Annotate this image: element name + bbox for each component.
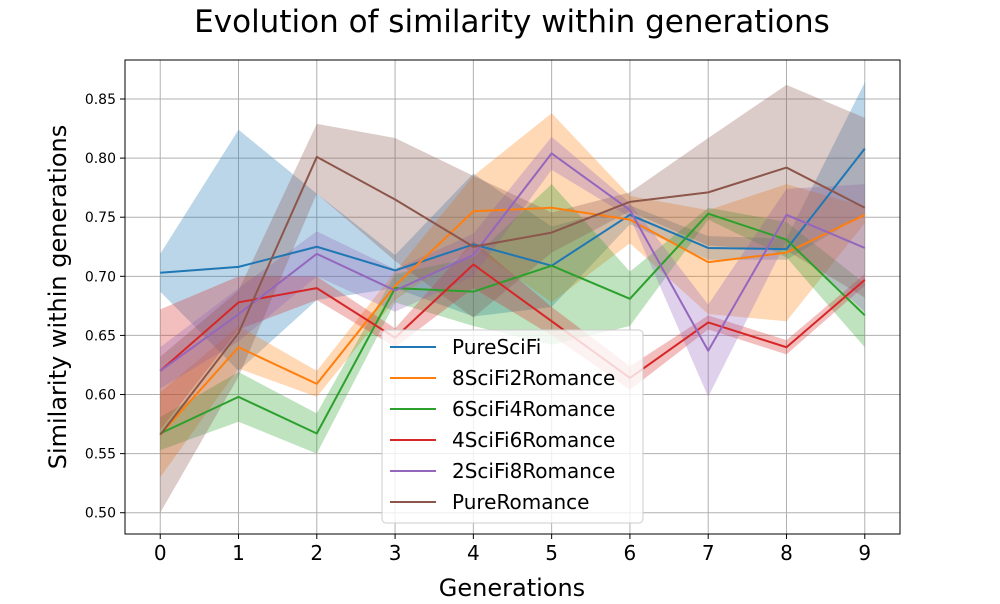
y-tick-label-7: 0.85 [85,92,116,108]
x-tick-label-6: 6 [624,541,637,565]
plot-frame [124,59,901,535]
legend-label-4scifi6romance: 4SciFi6Romance [452,428,615,452]
band-2scifi8romance [160,136,865,397]
series-lines [159,148,866,436]
y-tick-label-0: 0.50 [85,506,116,522]
x-tick-label-7: 7 [702,541,715,565]
y-tick-label-6: 0.80 [85,151,116,167]
x-tick-label-2: 2 [310,541,323,565]
y-axis-label: Similarity within generations [44,125,72,470]
y-tick-label-5: 0.75 [85,210,116,226]
x-tick-label-9: 9 [858,541,871,565]
y-axis-ticks: 0.50 0.55 0.60 0.65 0.70 0.75 0.80 0.85 [85,92,125,522]
legend-label-purescifi: PureSciFi [452,335,541,359]
band-8scifi2romance [160,113,865,478]
legend-label-2scifi8romance: 2SciFi8Romance [452,459,615,483]
line-6scifi4romance [159,212,866,435]
x-tick-label-3: 3 [389,541,402,565]
line-4scifi6romance [159,263,866,379]
x-tick-label-4: 4 [467,541,480,565]
legend-label-pureromance: PureRomance [452,490,589,514]
x-tick-label-8: 8 [780,541,793,565]
band-purescifi [160,82,865,371]
line-2scifi8romance [159,152,866,372]
x-tick-label-0: 0 [154,541,167,565]
legend-label-8scifi2romance: 8SciFi2Romance [452,366,615,390]
chart-title: Evolution of similarity within generatio… [194,4,830,40]
y-tick-label-1: 0.55 [85,447,116,463]
band-pureromance [160,84,865,513]
x-tick-label-5: 5 [545,541,558,565]
line-purescifi [160,148,866,274]
legend-box [381,329,644,524]
y-tick-label-3: 0.65 [85,328,116,344]
band-6scifi4romance [160,184,865,454]
x-axis-ticks: 0 1 2 3 4 5 6 7 8 9 [154,534,871,565]
x-axis-label: Generations [439,574,585,600]
x-tick-label-1: 1 [232,541,245,565]
y-tick-label-4: 0.70 [85,269,116,285]
y-tick-label-2: 0.60 [85,388,116,404]
line-pureromance [159,155,866,436]
legend-label-6scifi4romance: 6SciFi4Romance [452,397,615,421]
legend: PureSciFi 8SciFi2Romance 6SciFi4Romance 4Sc… [381,329,644,524]
line-8scifi2romance [159,206,866,436]
